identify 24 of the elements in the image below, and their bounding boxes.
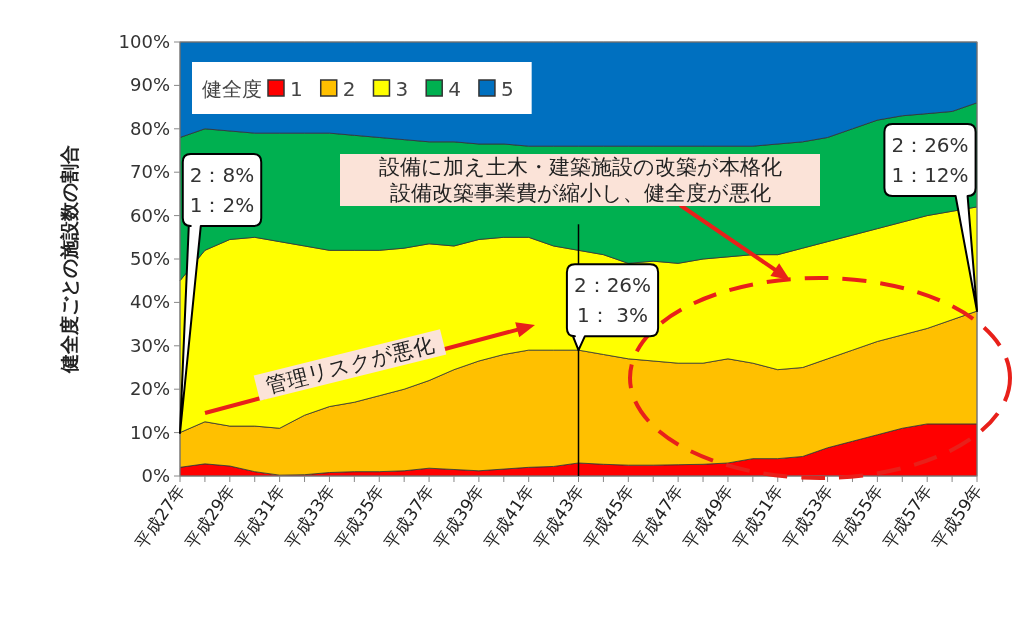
legend-label: 5: [500, 77, 514, 101]
annotation: 2：26% 1：12%: [891, 133, 969, 187]
y-tick-label: 10%: [129, 421, 170, 443]
y-axis-title: 健全度ごとの施設数の割合: [58, 145, 80, 374]
annotation: 管理リスクが悪化: [263, 332, 437, 398]
y-tick-label: 80%: [129, 117, 170, 139]
y-tick-label: 60%: [129, 204, 170, 226]
y-tick-label: 90%: [129, 74, 170, 96]
annotation: 設備改築事業費が縮小し、健全度が悪化: [389, 181, 771, 205]
legend-title: 健全度: [202, 77, 262, 101]
y-tick-label: 0%: [141, 465, 170, 486]
y-tick-label: 30%: [129, 334, 170, 356]
legend-label: 4: [448, 77, 461, 101]
legend-label: 1: [290, 77, 303, 101]
y-tick-label: 40%: [129, 291, 170, 313]
annotation: 2：8% 1：2%: [189, 163, 255, 217]
y-tick-label: 100%: [118, 31, 170, 52]
legend-label: 3: [395, 77, 409, 101]
annotation: 設備に加え土木・建築施設の改築が本格化: [378, 155, 782, 179]
y-tick-label: 70%: [129, 161, 170, 183]
y-tick-label: 50%: [129, 248, 170, 269]
annotation: 2：26% 1： 3%: [573, 273, 652, 328]
legend-label: 2: [342, 77, 356, 101]
y-tick-label: 20%: [129, 378, 170, 400]
